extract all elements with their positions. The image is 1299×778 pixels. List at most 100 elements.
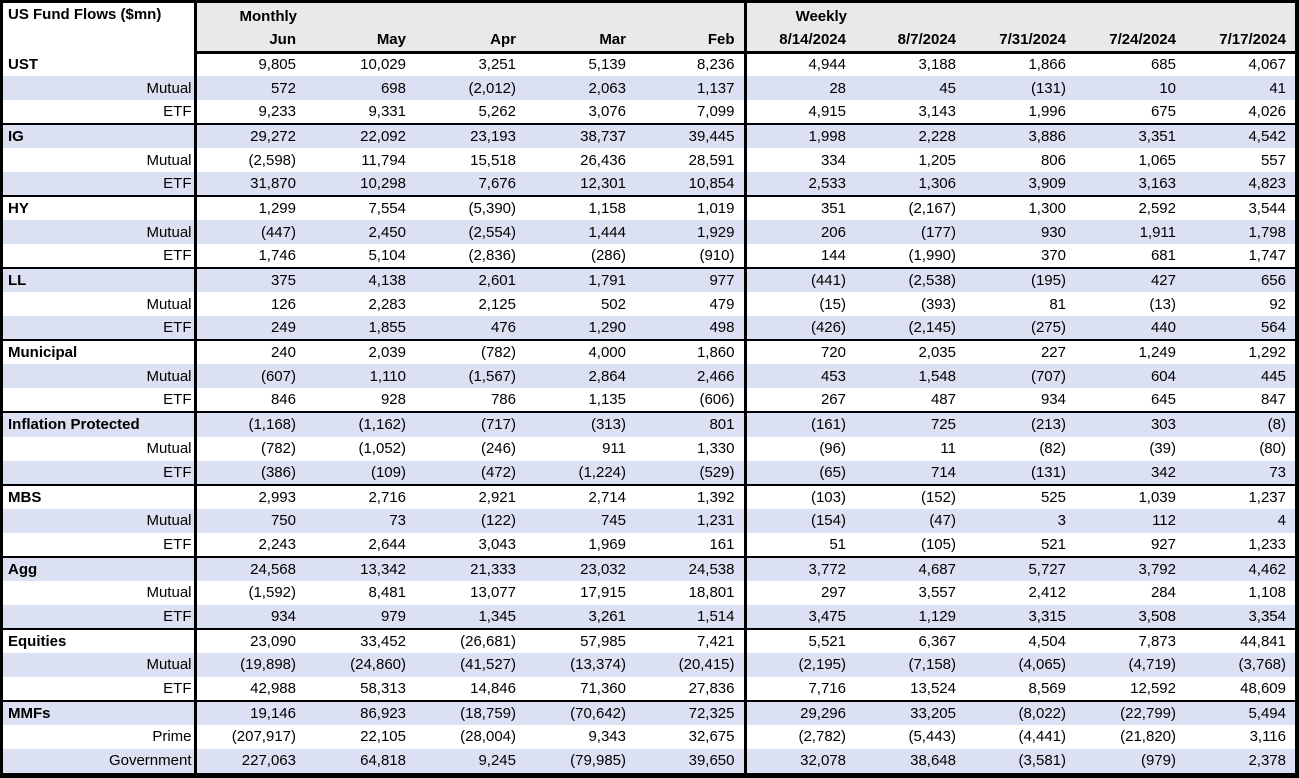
- value-cell: (246): [480, 440, 516, 458]
- value-cell: (5,390): [415, 195, 525, 221]
- value-cell: (96): [819, 440, 846, 458]
- value-cell: 1,998: [745, 123, 855, 149]
- value-cell: 3,076: [588, 103, 626, 121]
- value-cell: 161: [635, 532, 747, 557]
- value-cell: 10,854: [635, 172, 747, 197]
- value-cell: 342: [1075, 460, 1185, 485]
- value-cell: 284: [1150, 584, 1176, 602]
- value-cell: 375: [195, 267, 305, 293]
- value-cell: (441): [745, 267, 855, 293]
- value-cell: 1,110: [305, 364, 415, 389]
- value-cell: (5,443): [908, 728, 956, 746]
- table-row: Prime (207,917) 22,105 (28,004) 9,343 32,675 (…: [3, 724, 1295, 749]
- value-cell: 928: [380, 391, 406, 409]
- value-cell: 1,911: [1075, 220, 1185, 245]
- value-cell: 930: [965, 220, 1075, 245]
- value-cell: (472): [415, 460, 525, 485]
- table-row: ETF 249 1,855 476 1,290 498 (426) (2,145) (275) 4…: [3, 316, 1295, 341]
- value-cell: (161): [745, 411, 855, 437]
- category-label: LL: [3, 267, 197, 293]
- value-cell: (1,592): [248, 584, 296, 602]
- value-cell: 1,039: [1075, 483, 1185, 509]
- sub-label: Mutual: [3, 580, 197, 605]
- column-header: 7/17/2024: [1185, 29, 1295, 54]
- value-cell: 3,043: [478, 535, 516, 553]
- value-cell: 1,514: [635, 604, 747, 629]
- value-cell: (26,681): [415, 627, 525, 653]
- sub-label: Mutual: [3, 652, 197, 677]
- value-cell: 5,139: [588, 56, 626, 74]
- value-cell: 3,116: [1249, 728, 1286, 746]
- table-row: MBS 2,993 2,716 2,921 2,714 1,392 (103) (152) 52…: [3, 483, 1295, 509]
- value-cell: 1,746: [258, 247, 296, 265]
- value-cell: 7,676: [415, 172, 525, 197]
- value-cell: 2,466: [635, 364, 747, 389]
- value-cell: 521: [1040, 535, 1066, 553]
- value-cell: 4,026: [1248, 103, 1286, 121]
- value-cell: 806: [1040, 151, 1066, 169]
- value-cell: 57,985: [525, 627, 635, 653]
- value-cell: (213): [965, 411, 1075, 437]
- value-cell: 33,452: [305, 627, 415, 653]
- sub-label: Mutual: [3, 292, 197, 317]
- table-body: UST 9,805 10,029 3,251 5,139 8,236 4,944 3,188 1…: [3, 52, 1295, 773]
- value-cell: 3,886: [965, 123, 1075, 149]
- value-cell: 9,343: [588, 728, 626, 746]
- value-cell: 3,354: [1185, 604, 1295, 629]
- value-cell: 303: [1075, 411, 1185, 437]
- value-cell: 227: [965, 339, 1075, 365]
- value-cell: 2,035: [855, 339, 965, 365]
- value-cell: (7,158): [855, 652, 965, 677]
- value-cell: 38,737: [525, 123, 635, 149]
- value-cell: 1,444: [525, 220, 635, 245]
- value-cell: 1,392: [635, 483, 747, 509]
- value-cell: 370: [1040, 247, 1066, 265]
- value-cell: 334: [820, 151, 846, 169]
- value-cell: 1,237: [1185, 483, 1295, 509]
- value-cell: 11: [940, 440, 956, 458]
- value-cell: 714: [855, 460, 965, 485]
- value-cell: (131): [965, 460, 1075, 485]
- value-cell: 476: [415, 316, 525, 341]
- value-cell: 1,345: [415, 604, 525, 629]
- sub-label: ETF: [3, 604, 197, 629]
- value-cell: 4,944: [808, 56, 846, 74]
- value-cell: 498: [635, 316, 747, 341]
- value-cell: 2,921: [415, 483, 525, 509]
- value-cell: 3,163: [1075, 172, 1185, 197]
- value-cell: 720: [745, 339, 855, 365]
- table-row: Mutual (607) 1,110 (1,567) 2,864 2,466 453 1,54…: [3, 364, 1295, 389]
- value-cell: (286): [590, 247, 626, 265]
- value-cell: 2,592: [1075, 195, 1185, 221]
- value-cell: 2,714: [525, 483, 635, 509]
- value-cell: 3,557: [918, 584, 956, 602]
- column-header: Jun: [195, 29, 305, 54]
- value-cell: 4,462: [1185, 555, 1295, 581]
- value-cell: (2,195): [745, 652, 855, 677]
- column-header: 7/24/2024: [1075, 29, 1185, 54]
- value-cell: 4,542: [1185, 123, 1295, 149]
- sub-label: Prime: [3, 724, 197, 749]
- value-cell: 1,065: [1138, 151, 1176, 169]
- value-cell: 1,233: [1248, 535, 1286, 553]
- value-cell: (2,145): [855, 316, 965, 341]
- value-cell: (39): [1149, 440, 1176, 458]
- section-monthly-spacer: [305, 3, 747, 29]
- value-cell: 1,330: [635, 436, 747, 461]
- value-cell: 3,475: [745, 604, 855, 629]
- value-cell: 4: [1185, 508, 1295, 533]
- value-cell: 8,481: [368, 584, 406, 602]
- value-cell: 81: [1049, 295, 1066, 313]
- value-cell: (105): [920, 535, 956, 553]
- value-cell: 440: [1075, 316, 1185, 341]
- sub-label: Mutual: [3, 220, 197, 245]
- value-cell: (122): [415, 508, 525, 533]
- value-cell: (2,012): [415, 76, 525, 101]
- value-cell: 698: [305, 76, 415, 101]
- sub-label: Mutual: [3, 76, 197, 101]
- value-cell: 1,798: [1185, 220, 1295, 245]
- table-row: Agg 24,568 13,342 21,333 23,032 24,538 3,772 4,…: [3, 555, 1295, 581]
- value-cell: (70,642): [525, 699, 635, 725]
- category-label: IG: [3, 123, 197, 149]
